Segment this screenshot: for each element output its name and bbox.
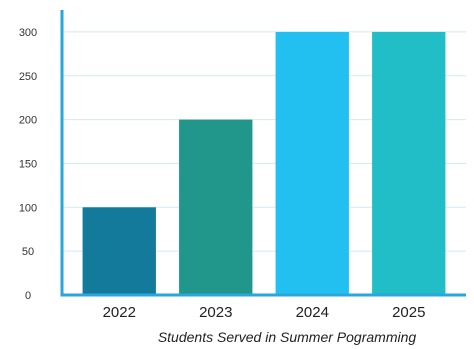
bar-2022 (82, 207, 156, 295)
x-tick-label: 2024 (296, 304, 329, 321)
bar-2024 (275, 31, 349, 296)
y-tick-label: 0 (25, 290, 31, 302)
x-tick-label: 2022 (103, 304, 136, 321)
x-tick-label: 2025 (392, 304, 425, 321)
y-tick-labels: 0 50 100 150 200 250 300 (19, 27, 37, 302)
bar-2023 (179, 119, 253, 295)
y-tick-label: 300 (19, 27, 37, 39)
y-tick-label: 100 (19, 202, 37, 214)
bars (82, 31, 446, 296)
y-tick-label: 150 (19, 158, 37, 170)
x-tick-labels: 2022 2023 2024 2025 (103, 304, 426, 321)
y-tick-label: 250 (19, 71, 37, 83)
y-tick-label: 50 (22, 246, 34, 258)
chart-title: Students Served in Summer Pogramming (158, 329, 417, 345)
y-tick-label: 200 (19, 115, 37, 127)
x-tick-label: 2023 (199, 304, 232, 321)
bar-2025 (372, 31, 446, 296)
